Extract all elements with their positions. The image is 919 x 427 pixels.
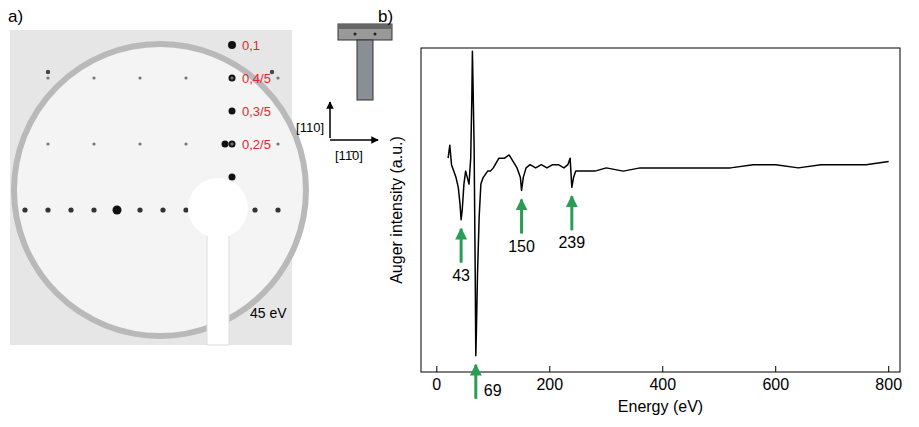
leed-spot bbox=[230, 76, 233, 79]
screw bbox=[374, 33, 377, 36]
x-tick bbox=[549, 366, 550, 372]
x-tick bbox=[436, 366, 437, 372]
leed-spot bbox=[228, 41, 236, 49]
peak-label: 69 bbox=[484, 382, 502, 399]
leed-spot bbox=[252, 207, 257, 212]
spot-label: 0,2/5 bbox=[242, 137, 271, 152]
spot-label: 0,3/5 bbox=[242, 104, 271, 119]
spectrum-line bbox=[448, 51, 889, 356]
x-tick-label: 600 bbox=[762, 376, 789, 393]
leed-spot bbox=[92, 76, 95, 79]
direction-arrow bbox=[330, 139, 378, 141]
leed-spot bbox=[222, 141, 229, 148]
leed-spot bbox=[229, 174, 236, 181]
gun-shadow bbox=[188, 178, 248, 238]
leed-spot bbox=[92, 142, 95, 145]
leed-spot bbox=[184, 76, 187, 79]
spot-label: 0,1 bbox=[242, 38, 260, 53]
leed-spot bbox=[46, 76, 49, 79]
leed-spot bbox=[160, 207, 165, 212]
direction-arrow bbox=[329, 102, 331, 138]
x-tick-label: 800 bbox=[875, 376, 902, 393]
peak-label: 150 bbox=[508, 238, 535, 255]
x-tick bbox=[775, 366, 776, 372]
peak-arrow bbox=[474, 365, 477, 399]
leed-spot bbox=[275, 207, 280, 212]
leed-spot bbox=[22, 207, 27, 212]
leed-spot bbox=[46, 70, 50, 74]
x-tick bbox=[888, 366, 889, 372]
plot-frame bbox=[421, 48, 900, 372]
screw bbox=[354, 33, 357, 36]
x-tick-label: 0 bbox=[432, 376, 441, 393]
panel-label: b) bbox=[378, 7, 393, 26]
leed-spot bbox=[229, 75, 236, 82]
peak-label: 43 bbox=[452, 267, 470, 284]
plot-area bbox=[448, 51, 889, 356]
x-tick-label: 400 bbox=[649, 376, 676, 393]
panel-label: a) bbox=[8, 7, 23, 26]
leed-spot bbox=[46, 142, 49, 145]
leed-spot bbox=[276, 142, 279, 145]
leed-spot bbox=[68, 207, 73, 212]
holder bbox=[338, 24, 392, 40]
leed-image bbox=[10, 30, 306, 345]
peak-arrow bbox=[570, 196, 573, 230]
x-axis-title: Energy (eV) bbox=[618, 398, 703, 415]
leed-screen bbox=[14, 44, 306, 336]
leed-spot bbox=[183, 207, 188, 212]
leed-spot bbox=[138, 142, 141, 145]
x-tick-label: 200 bbox=[536, 376, 563, 393]
sample bbox=[357, 40, 373, 100]
leed-spot bbox=[45, 207, 50, 212]
leed-spot bbox=[229, 108, 236, 115]
spot-label: 0,4/5 bbox=[242, 71, 271, 86]
leed-spot bbox=[229, 141, 236, 148]
leed-spot bbox=[276, 76, 279, 79]
direction-label: [11̄0] bbox=[335, 148, 363, 163]
beam-energy: 45 eV bbox=[250, 305, 287, 321]
leed-spot bbox=[230, 142, 233, 145]
leed-spot bbox=[91, 207, 96, 212]
leed-spot bbox=[138, 76, 141, 79]
figure: a) 0,1 0,4/5 0,3/5 0,2/5 45 eV [110] [11̄0] b) 0 2… bbox=[0, 0, 919, 427]
x-tick bbox=[662, 366, 663, 372]
direction-label: [110] bbox=[296, 120, 324, 135]
peak-arrow bbox=[520, 200, 523, 234]
leed-spot bbox=[184, 142, 187, 145]
peak-arrow bbox=[460, 229, 463, 263]
peak-label: 239 bbox=[558, 234, 585, 251]
leed-spot bbox=[113, 206, 122, 215]
leed-spot bbox=[137, 207, 142, 212]
y-axis-title: Auger intensity (a.u.) bbox=[388, 136, 405, 284]
